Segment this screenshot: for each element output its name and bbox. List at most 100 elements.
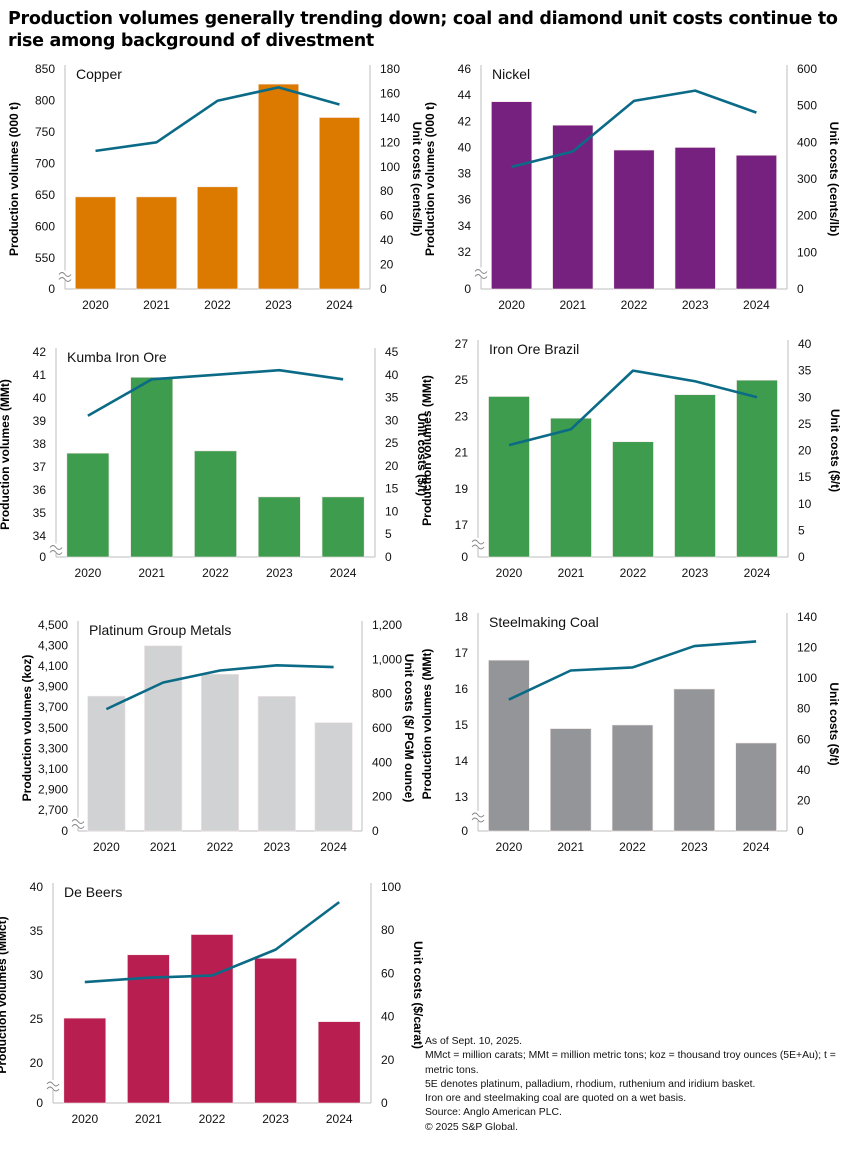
chart-copper: 0 550 600 650 700 750 800 850 0 20 40 60 80 100 120 140… bbox=[7, 62, 424, 312]
right-tick-label: 300 bbox=[797, 172, 817, 186]
right-tick-label: 1,000 bbox=[372, 652, 402, 666]
right-tick-label: 0 bbox=[380, 282, 387, 296]
right-tick-label: 100 bbox=[797, 245, 817, 259]
right-tick-label: 0 bbox=[372, 824, 379, 838]
left-tick-label: 750 bbox=[35, 125, 55, 139]
right-tick-label: 120 bbox=[380, 135, 400, 149]
x-tick-label: 2021 bbox=[558, 566, 585, 580]
left-tick-label: 2,900 bbox=[38, 782, 68, 796]
bar-2024 bbox=[736, 379, 778, 558]
right-tick-label: 20 bbox=[797, 793, 811, 807]
bar-2020 bbox=[87, 695, 126, 832]
bar-2024 bbox=[319, 117, 360, 290]
x-tick-label: 2022 bbox=[204, 298, 231, 312]
x-tick-label: 2023 bbox=[263, 840, 290, 854]
left-tick-label: 15 bbox=[455, 718, 469, 732]
right-tick-label: 40 bbox=[385, 368, 399, 382]
right-axis-title: Unit costs ($/t) bbox=[415, 413, 429, 496]
note-date: As of Sept. 10, 2025. bbox=[425, 1036, 523, 1047]
right-tick-label: 600 bbox=[797, 62, 817, 76]
left-tick-label: 46 bbox=[458, 62, 472, 76]
x-tick-label: 2023 bbox=[266, 566, 293, 580]
chart-platinum-group-metals: 0 2,700 2,900 3,100 3,300 3,500 3,700 3,900 4,10… bbox=[20, 618, 416, 854]
right-axis-title: Unit costs (cents/lb) bbox=[827, 122, 841, 237]
left-tick-label: 3,100 bbox=[38, 762, 68, 776]
left-tick-label: 650 bbox=[35, 188, 55, 202]
left-tick-label: 42 bbox=[33, 345, 47, 359]
left-tick-label: 600 bbox=[35, 220, 55, 234]
x-tick-label: 2023 bbox=[681, 840, 708, 854]
right-tick-label: 100 bbox=[797, 671, 817, 685]
chart-kumba-iron-ore: 0 34 35 36 37 38 39 40 41 42 0 5 10 15 20 25 30 35 40 45 202… bbox=[0, 345, 429, 580]
left-tick-label: 23 bbox=[455, 409, 469, 423]
left-axis-title: Production volumes (MMt) bbox=[420, 375, 434, 526]
right-tick-label: 40 bbox=[381, 1010, 395, 1024]
left-tick-label: 34 bbox=[458, 219, 472, 233]
right-tick-label: 0 bbox=[381, 1096, 388, 1110]
axis-break-mask bbox=[471, 811, 485, 821]
chart-title: Iron Ore Brazil bbox=[489, 341, 579, 357]
x-tick-label: 2021 bbox=[559, 298, 586, 312]
note-wet-basis: Iron ore and steelmaking coal are quoted… bbox=[425, 1093, 687, 1105]
x-tick-label: 2020 bbox=[82, 298, 109, 312]
unit-cost-line bbox=[95, 86, 340, 153]
bar-2021 bbox=[552, 124, 594, 290]
left-tick-label: 800 bbox=[35, 94, 55, 108]
left-tick-label: 41 bbox=[33, 368, 47, 382]
left-axis-title: Production volumes (MMct) bbox=[0, 916, 9, 1073]
bar-2023 bbox=[257, 496, 301, 558]
axis-break-mask bbox=[58, 270, 72, 281]
right-tick-label: 20 bbox=[381, 1053, 395, 1067]
bar-2024 bbox=[317, 1021, 361, 1104]
right-tick-label: 1,200 bbox=[372, 618, 402, 632]
note-5e-definition: 5E denotes platinum, palladium, rhodium,… bbox=[425, 1078, 756, 1090]
right-tick-label: 60 bbox=[380, 209, 394, 223]
x-tick-label: 2021 bbox=[135, 1112, 162, 1126]
bar-2023 bbox=[258, 83, 299, 290]
x-tick-label: 2021 bbox=[138, 566, 165, 580]
right-axis-title: Unit costs ($/carat) bbox=[411, 941, 425, 1049]
x-tick-label: 2022 bbox=[207, 840, 234, 854]
bar-2021 bbox=[144, 645, 183, 832]
left-tick-label: 0 bbox=[461, 824, 468, 838]
right-tick-label: 200 bbox=[372, 790, 392, 804]
axis-break-icon bbox=[46, 1081, 60, 1092]
chart-title: Platinum Group Metals bbox=[89, 622, 231, 638]
left-tick-label: 42 bbox=[458, 114, 472, 128]
left-tick-label: 20 bbox=[30, 1056, 44, 1070]
left-tick-label: 38 bbox=[458, 167, 472, 181]
left-tick-label: 550 bbox=[35, 251, 55, 265]
bar-2021 bbox=[550, 417, 592, 558]
axis-break-icon bbox=[58, 272, 72, 282]
bar-2024 bbox=[735, 154, 777, 290]
x-tick-label: 2024 bbox=[326, 1112, 353, 1126]
left-tick-label: 38 bbox=[33, 437, 47, 451]
right-axis-title: Unit costs ($/t) bbox=[828, 409, 842, 492]
right-tick-label: 20 bbox=[798, 444, 812, 458]
right-tick-label: 80 bbox=[797, 702, 811, 716]
right-tick-label: 160 bbox=[380, 86, 400, 100]
right-tick-label: 30 bbox=[798, 390, 812, 404]
left-tick-label: 0 bbox=[61, 824, 68, 838]
x-tick-label: 2020 bbox=[496, 840, 523, 854]
x-tick-label: 2021 bbox=[557, 840, 584, 854]
right-tick-label: 400 bbox=[372, 755, 392, 769]
left-tick-label: 35 bbox=[30, 924, 44, 938]
x-tick-label: 2020 bbox=[496, 566, 523, 580]
left-tick-label: 3,300 bbox=[38, 741, 68, 755]
bar-2024 bbox=[735, 742, 777, 832]
axis-break-mask bbox=[471, 538, 485, 548]
right-axis-title: Unit costs ($/t) bbox=[827, 682, 841, 765]
axis-break-icon bbox=[71, 819, 85, 829]
bar-2022 bbox=[200, 673, 240, 832]
chart-iron-ore-brazil: 0 17 19 21 23 25 27 0 5 10 15 20 25 30 35 40 2020 2021 202… bbox=[420, 337, 842, 580]
left-tick-label: 0 bbox=[48, 282, 55, 296]
bar-2024 bbox=[321, 496, 365, 558]
chart-nickel: 0 32 34 36 38 40 42 44 46 0 100 200 300 400 500 600 2020… bbox=[423, 62, 841, 312]
left-tick-label: 3,700 bbox=[38, 700, 68, 714]
left-tick-label: 21 bbox=[455, 446, 469, 460]
chart-title: Copper bbox=[76, 66, 122, 82]
right-tick-label: 45 bbox=[385, 345, 399, 359]
right-tick-label: 100 bbox=[381, 880, 401, 894]
x-tick-label: 2021 bbox=[150, 840, 177, 854]
